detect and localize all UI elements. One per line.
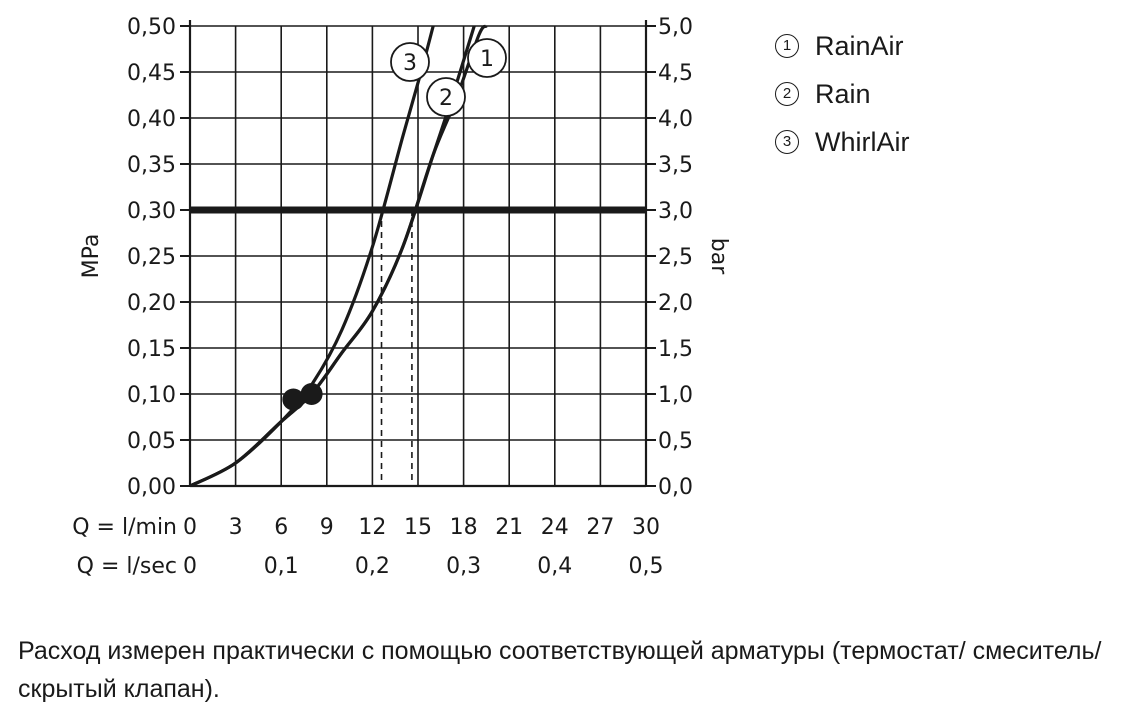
x-lsec-tick-label: 0,5 xyxy=(629,554,664,579)
legend: 1 RainAir 2 Rain 3 WhirlAir xyxy=(775,22,910,166)
x-lmin-tick-label: 9 xyxy=(320,515,334,540)
y-right-axis-title: bar xyxy=(706,238,731,275)
data-point xyxy=(300,383,323,405)
x-lmin-axis-title: Q = l/min xyxy=(72,515,177,540)
legend-label-rainair: RainAir xyxy=(815,30,904,61)
y-right-tick-label: 4,0 xyxy=(658,107,693,132)
y-left-tick-label: 0,30 xyxy=(127,199,176,224)
curve-label-3: 3 xyxy=(403,51,417,76)
x-lmin-tick-label: 3 xyxy=(229,515,243,540)
y-right-tick-label: 1,0 xyxy=(658,383,693,408)
x-lsec-tick-label: 0,2 xyxy=(355,554,390,579)
x-lmin-tick-label: 30 xyxy=(632,515,660,540)
y-right-tick-label: 3,0 xyxy=(658,199,693,224)
curve-label-circle-3 xyxy=(390,42,430,82)
footnote: Расход измерен практически с помощью соо… xyxy=(18,637,1102,703)
x-lmin-tick-label: 12 xyxy=(358,515,386,540)
y-right-tick-label: 4,5 xyxy=(658,61,693,86)
legend-label-rain: Rain xyxy=(815,78,871,109)
y-right-tick-label: 1,5 xyxy=(658,337,693,362)
y-left-tick-label: 0,00 xyxy=(127,475,176,500)
y-right-tick-label: 2,5 xyxy=(658,245,693,270)
curve-label-1: 1 xyxy=(480,47,494,72)
y-right-tick-label: 2,0 xyxy=(658,291,693,316)
curve-label-2: 2 xyxy=(439,86,453,111)
y-left-tick-label: 0,15 xyxy=(127,337,176,362)
series-curve-3 xyxy=(190,25,435,486)
y-left-tick-label: 0,25 xyxy=(127,245,176,270)
legend-item-rainair: 1 RainAir xyxy=(775,22,910,70)
y-right-tick-label: 0,5 xyxy=(658,429,693,454)
curve-label-circle-2 xyxy=(426,77,466,117)
y-left-tick-label: 0,20 xyxy=(127,291,176,316)
x-lsec-tick-label: 0,1 xyxy=(264,554,299,579)
legend-number-1: 1 xyxy=(775,34,799,58)
y-left-tick-label: 0,45 xyxy=(127,61,176,86)
legend-number-2: 2 xyxy=(775,82,799,106)
y-left-tick-label: 0,10 xyxy=(127,383,176,408)
data-point xyxy=(282,388,305,411)
y-right-tick-label: 0,0 xyxy=(658,475,693,500)
y-left-tick-label: 0,35 xyxy=(127,153,176,178)
y-left-tick-label: 0,50 xyxy=(127,15,176,40)
y-left-tick-label: 0,40 xyxy=(127,107,176,132)
x-lsec-tick-label: 0 xyxy=(183,554,197,579)
y-right-tick-label: 3,5 xyxy=(658,153,693,178)
legend-item-rain: 2 Rain xyxy=(775,70,910,118)
legend-number-3: 3 xyxy=(775,130,799,154)
x-lmin-tick-label: 0 xyxy=(183,515,197,540)
x-lsec-tick-label: 0,3 xyxy=(446,554,481,579)
x-lmin-tick-label: 21 xyxy=(495,515,523,540)
x-lmin-tick-label: 15 xyxy=(404,515,432,540)
curve-label-circle-1 xyxy=(467,38,507,78)
flow-pressure-chart: 3 120,000,050,100,150,200,250,300,350,400… xyxy=(72,15,731,579)
y-right-tick-label: 5,0 xyxy=(658,15,693,40)
legend-label-whirlair: WhirlAir xyxy=(815,126,910,157)
legend-item-whirlair: 3 WhirlAir xyxy=(775,118,910,166)
x-lmin-tick-label: 24 xyxy=(541,515,569,540)
x-lmin-tick-label: 18 xyxy=(450,515,478,540)
y-left-tick-label: 0,05 xyxy=(127,429,176,454)
x-lsec-tick-label: 0,4 xyxy=(537,554,572,579)
x-lmin-tick-label: 27 xyxy=(586,515,614,540)
x-lmin-tick-label: 6 xyxy=(274,515,288,540)
x-lsec-axis-title: Q = l/sec xyxy=(77,554,177,579)
y-left-axis-title: MPa xyxy=(79,234,104,279)
